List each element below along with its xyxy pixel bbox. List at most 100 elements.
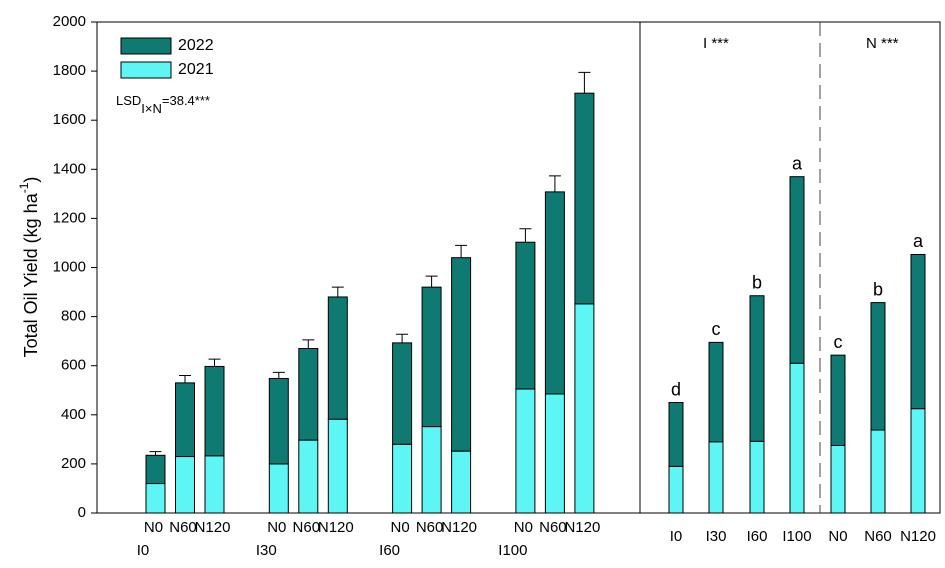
x-tick-label: I30 xyxy=(706,528,727,545)
x-tick-label: N120 xyxy=(318,519,354,536)
bar-segment xyxy=(204,365,225,457)
x-tick-label: I100 xyxy=(782,528,811,545)
bar-segment xyxy=(910,408,926,514)
group-label: I0 xyxy=(137,542,150,559)
bar-segment xyxy=(749,440,765,514)
y-label-sup: -1 xyxy=(17,182,31,193)
significance-letter: a xyxy=(792,153,803,173)
error-bar xyxy=(272,371,285,379)
bar-segment xyxy=(708,441,724,514)
x-tick-label: N0 xyxy=(828,528,847,545)
x-tick-label: I0 xyxy=(670,528,683,545)
significance-letter: d xyxy=(671,379,681,399)
group-label: I30 xyxy=(256,542,277,559)
bar-segment xyxy=(574,303,595,514)
error-bar xyxy=(519,228,532,243)
lsd-suffix: =38.4*** xyxy=(162,93,210,108)
significance-letter: b xyxy=(752,272,762,292)
bar-segment xyxy=(668,465,684,514)
y-tick-label: 600 xyxy=(61,357,86,374)
bar-segment xyxy=(175,456,195,514)
bar-segment xyxy=(870,429,886,514)
bar-segment xyxy=(298,439,319,514)
group-label: I100 xyxy=(498,542,527,559)
bar-segment xyxy=(392,342,413,445)
significance-letter: b xyxy=(873,279,883,299)
bar-segment xyxy=(145,454,166,485)
bar-segment xyxy=(830,444,846,514)
bar-segment xyxy=(145,483,166,514)
bar-segment xyxy=(451,450,472,514)
bar-segment xyxy=(870,302,886,431)
bar-segment xyxy=(830,354,846,446)
error-bar xyxy=(425,275,438,288)
y-tick-label: 400 xyxy=(61,406,86,423)
error-bar xyxy=(208,358,221,367)
error-bar xyxy=(179,375,191,383)
bar-segment xyxy=(749,295,765,442)
bar-segment xyxy=(515,388,536,514)
bar-segment xyxy=(421,426,442,514)
error-bar xyxy=(578,71,591,94)
y-tick-label: 2000 xyxy=(53,13,86,30)
x-tick-label: N120 xyxy=(195,519,231,536)
lsd-sub: I×N xyxy=(141,101,162,116)
bar-segment xyxy=(544,393,565,514)
error-bar xyxy=(548,175,561,192)
error-bar xyxy=(302,339,315,349)
error-bar xyxy=(149,451,162,456)
bar-segment xyxy=(204,455,225,514)
x-tick-label: N60 xyxy=(416,519,444,536)
y-tick-label: 800 xyxy=(61,308,86,325)
bar-segment xyxy=(327,296,348,420)
y-tick-label: 1600 xyxy=(53,111,86,128)
y-label-text: Total Oil Yield (kg ha xyxy=(21,192,41,357)
significance-letter: c xyxy=(834,332,843,352)
bar-segment xyxy=(175,382,195,458)
y-tick-label: 1200 xyxy=(53,209,86,226)
y-tick-label: 0 xyxy=(78,504,86,521)
x-tick-label: N60 xyxy=(864,528,892,545)
x-tick-label: N120 xyxy=(564,519,600,536)
panel-title: N *** xyxy=(866,35,899,52)
bar-segment xyxy=(574,92,595,305)
x-tick-label: N0 xyxy=(144,519,163,536)
significance-letter: a xyxy=(913,231,924,251)
bar-segment xyxy=(298,348,319,441)
x-tick-label: N0 xyxy=(514,519,533,536)
x-tick-label: N60 xyxy=(293,519,321,536)
legend-label: 2021 xyxy=(178,61,214,78)
y-tick-label: 1800 xyxy=(53,62,86,79)
legend-swatch xyxy=(120,37,172,55)
legend-swatch xyxy=(120,61,172,79)
x-tick-label: N60 xyxy=(169,519,197,536)
error-bar xyxy=(331,286,344,297)
bar-segment xyxy=(327,418,348,514)
x-tick-label: N0 xyxy=(391,519,410,536)
group-label: I60 xyxy=(379,542,400,559)
bar-segment xyxy=(421,286,442,428)
bar-segment xyxy=(515,241,536,390)
x-tick-label: N120 xyxy=(441,519,477,536)
bar-segment xyxy=(708,341,724,443)
y-tick-label: 1000 xyxy=(53,258,86,275)
lsd-annotation: LSDI×N=38.4*** xyxy=(116,93,210,116)
x-tick-label: N0 xyxy=(267,519,286,536)
lsd-text: LSD xyxy=(116,93,141,108)
y-label-close: ) xyxy=(21,177,41,183)
bar-segment xyxy=(789,176,805,364)
y-tick-label: 1400 xyxy=(53,160,86,177)
x-tick-label: N60 xyxy=(539,519,567,536)
bar-segment xyxy=(392,443,413,514)
bar-segment xyxy=(268,463,289,514)
significance-letter: c xyxy=(712,319,721,339)
bar-segment xyxy=(789,362,805,514)
error-bar xyxy=(396,333,409,343)
y-tick-label: 200 xyxy=(61,455,86,472)
bar-segment xyxy=(544,191,565,395)
bar-segment xyxy=(451,257,472,452)
bar-segment xyxy=(668,402,684,467)
x-tick-label: I60 xyxy=(747,528,768,545)
bar-segment xyxy=(910,253,926,410)
